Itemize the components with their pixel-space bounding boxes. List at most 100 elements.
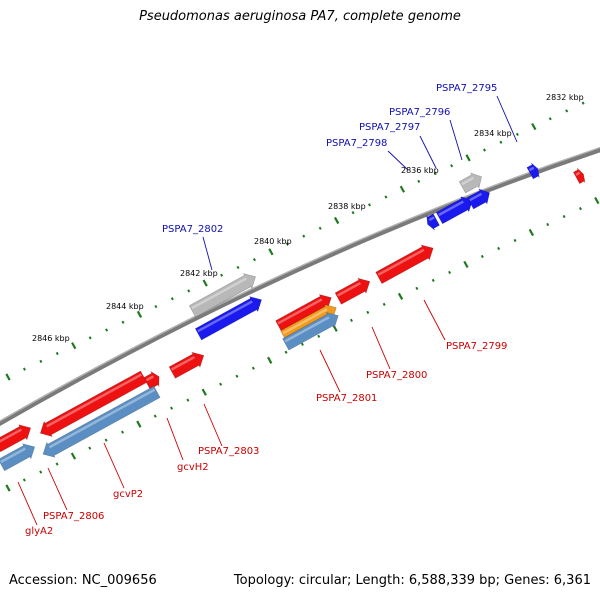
genome-backbone-highlight [0,147,600,422]
gene-label-gcvh2[interactable]: gcvH2 [177,462,209,473]
gene-gcvp2 [39,370,148,437]
tick-mark-outer [5,373,11,381]
gene-gcvp2-highlight [46,373,143,428]
kbp-label-2842: 2842 kbp [180,269,218,278]
gene-pspa7-2798 [426,213,440,231]
tick-mark-inner [594,196,600,205]
tick-mark-inner [22,478,26,482]
tick-mark-inner [251,366,255,370]
tick-mark-inner [104,438,108,442]
gene-pspa7-2802-highlight [197,300,253,333]
kbp-label-2840: 2840 kbp [254,237,292,246]
leader-gcvh2 [166,417,184,461]
gene-pspa7-2801-rna [282,312,339,351]
gene-pspa7-2797-highlight [438,200,464,217]
leader-pspa7-2799 [423,299,446,341]
tick-mark-inner [317,334,321,338]
tick-mark-inner [415,286,419,291]
tick-mark-inner [70,452,77,460]
tick-mark-inner [88,446,92,450]
tick-mark-inner [546,222,550,227]
tick-mark-outer [548,117,552,121]
leader-pspa7-2797 [419,135,437,169]
tick-mark-inner [463,260,469,269]
tick-mark-outer [450,164,454,168]
tick-mark-inner [186,398,190,402]
tick-mark-outer [202,279,208,287]
tick-mark-outer [252,257,256,262]
gene-pspa7-2796 [458,172,482,194]
tick-mark-inner [366,310,370,314]
tick-mark-inner [55,462,59,466]
page-title: Pseudomonas aeruginosa PA7, complete gen… [139,9,461,24]
kbp-label-2838: 2838 kbp [328,202,366,211]
tick-mark-inner [39,470,43,474]
tick-mark-inner [300,342,304,346]
gene-gcvh2-highlight [145,375,155,382]
gene-label-pspa7-2799[interactable]: PSPA7_2799 [446,341,507,352]
accession-text: Accession: NC_009656 [9,573,157,588]
gene-pspa7-2801-rna-highlight [284,316,330,343]
tick-mark-inner [578,206,582,211]
gene-edge [572,167,586,185]
gene-label-pspa7-2798[interactable]: PSPA7_2798 [326,138,387,149]
gene-label-pspa7-2802[interactable]: PSPA7_2802 [162,224,223,235]
gene-pspa7-2799-highlight [377,248,425,276]
gene-pspa7-2802-pseudo [188,273,256,318]
tick-mark-outer [121,320,125,324]
gene-pspa7-2803 [168,351,205,379]
tick-mark-inner [235,374,239,378]
gene-pspa7-2796-b [466,188,490,210]
genome-backbone [0,147,600,427]
kbp-label-2846: 2846 kbp [32,334,70,343]
gene-glya2-highlight [0,428,22,443]
gene-label-pspa7-2803[interactable]: PSPA7_2803 [198,446,259,457]
leader-pspa7-2798 [387,150,409,171]
tick-mark-outer [351,211,355,215]
gene-pspa7-2796-highlight [461,176,475,186]
topology-text: Topology: circular; Length: 6,588,339 bp… [233,573,591,588]
leader-pspa7-2795 [496,95,518,143]
tick-mark-outer [581,101,585,105]
tick-mark-inner [397,292,404,300]
leader-pspa7-2796 [449,119,463,161]
gene-pspa7-2797 [435,196,474,225]
tick-mark-outer [154,304,158,309]
tick-mark-inner [5,484,11,492]
tick-mark-outer [285,242,289,246]
tick-mark-outer [565,109,569,113]
leader-pspa7-2803 [203,403,223,447]
tick-mark-inner [480,254,484,259]
gene-label-pspa7-2800[interactable]: PSPA7_2800 [366,370,427,381]
gene-label-pspa7-2797[interactable]: PSPA7_2797 [359,122,420,133]
leader-pspa7-2802 [202,236,213,271]
kbp-label-2834: 2834 kbp [474,129,512,138]
tick-mark-outer [55,351,59,356]
tick-mark-inner [448,270,452,275]
tick-mark-inner [219,382,223,386]
gene-label-gcvp2[interactable]: gcvP2 [113,489,143,500]
tick-mark-outer [333,216,340,225]
gene-edge-highlight [575,171,581,176]
tick-mark-outer [483,148,487,152]
gene-label-glya2[interactable]: glyA2 [25,526,53,537]
kbp-label-2844: 2844 kbp [106,302,144,311]
gene-label-pspa7-2801[interactable]: PSPA7_2801 [316,393,377,404]
gene-label-pspa7-2795[interactable]: PSPA7_2795 [436,83,497,94]
tick-mark-inner [431,278,435,283]
tick-mark-outer [220,273,224,277]
leader-gcvp2 [103,442,125,489]
tick-mark-outer [236,265,240,270]
gene-pspa7-2802-pseudo-highlight [191,277,247,310]
tick-mark-outer [384,195,388,199]
gene-label-pspa7-2806[interactable]: PSPA7_2806 [43,511,104,522]
tick-mark-outer [531,122,537,131]
tick-mark-outer [399,185,406,193]
gene-label-pspa7-2796[interactable]: PSPA7_2796 [389,107,450,118]
tick-mark-outer [417,179,421,183]
gene-pspa7-2800 [334,277,371,305]
gene-gcvp2-rna [42,385,161,458]
tick-mark-outer [433,171,437,176]
leader-pspa7-2801 [319,349,341,393]
gene-pspa7-2801-orange-highlight [282,308,328,335]
